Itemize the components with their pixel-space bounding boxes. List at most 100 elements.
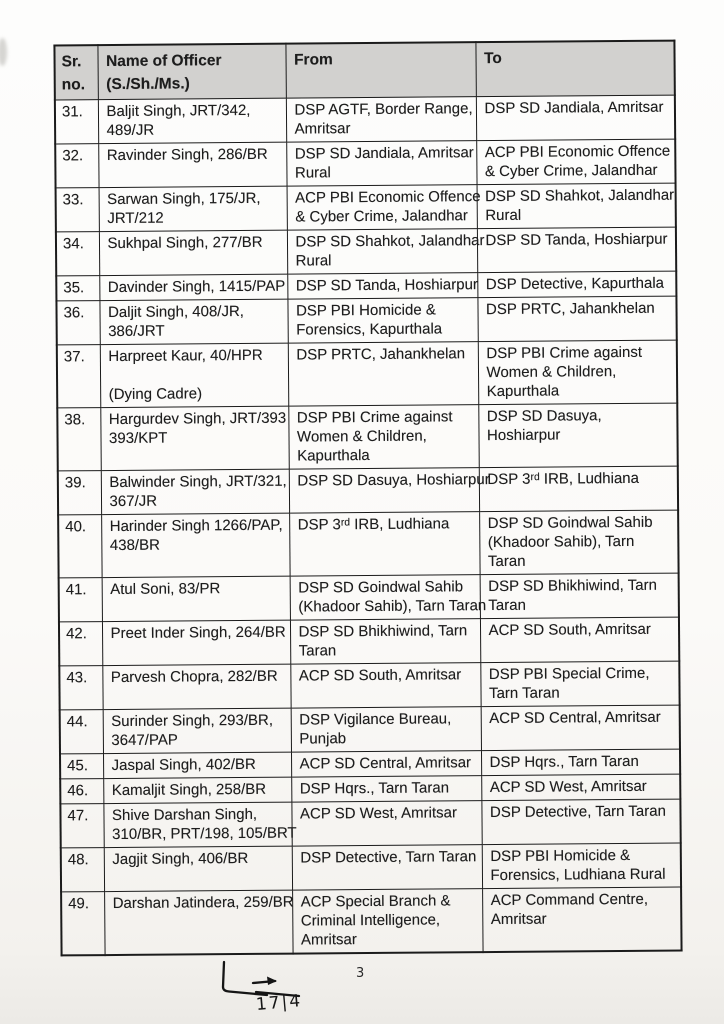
cell-sr: 33. (55, 187, 99, 232)
transfer-table: Sr. no. Name of Officer (S./Sh./Ms.) Fro… (53, 39, 683, 957)
cell-sr: 46. (60, 778, 104, 804)
cell-sr: 35. (56, 275, 100, 301)
table-row: 34. Sukhpal Singh, 277/BR DSP SD Shahkot, … (55, 227, 677, 276)
cell-name: Darshan Jatindera, 259/BR (104, 890, 294, 956)
cell-from: DSP PBI Crime against Women & Children, … (288, 404, 479, 470)
cell-from: DSP AGTF, Border Range, Amritsar (285, 96, 477, 143)
table-row: 44. Surinder Singh, 293/BR, 3647/PAP DSP V… (59, 705, 680, 754)
cell-sr: 45. (60, 753, 104, 779)
table-header-row: Sr. no. Name of Officer (S./Sh./Ms.) Fro… (54, 40, 675, 100)
cell-from: DSP SD Tanda, Hoshiarpur (287, 272, 478, 300)
cell-sr: 48. (60, 847, 105, 892)
cell-sr: 44. (59, 709, 103, 754)
cell-from: DSP Hqrs., Tarn Taran (291, 775, 482, 803)
cell-to: DSP SD Shahkot, Jalandhar Rural (476, 183, 676, 229)
cell-to: DSP PBI Homicide & Forensics, Ludhiana R… (481, 843, 682, 889)
cell-to: DSP Detective, Tarn Taran (481, 799, 681, 845)
cell-sr: 39. (57, 470, 102, 515)
cell-to: ACP PBI Economic Offence & Cyber Crime, … (476, 139, 676, 185)
cell-name: Ravinder Singh, 286/BR (98, 142, 287, 188)
cell-from: DSP SD Shahkot, Jalandhar Rural (286, 228, 485, 275)
cell-to: DSP PRTC, Jahankhelan (477, 296, 677, 342)
page-number: 3 (356, 966, 365, 981)
cell-name: Jagjit Singh, 406/BR (103, 846, 293, 892)
cell-sr: 34. (55, 231, 100, 276)
table-row: 49. Darshan Jatindera, 259/BR ACP Special … (61, 887, 682, 956)
cell-sr: 32. (55, 143, 99, 188)
cell-name: Shive Darshan Singh, 310/BR, PRT/198, 10… (103, 802, 297, 848)
cell-from: DSP SD Jandiala, Amritsar Rural (286, 140, 477, 187)
table-body: 31. Baljit Singh, JRT/342, 489/JR DSP AGTF… (54, 95, 682, 956)
table-row: 36. Daljit Singh, 408/JR, 386/JRT DSP PBI … (56, 296, 677, 345)
col-header-to: To (475, 40, 675, 97)
cell-sr: 40. (58, 514, 102, 578)
officer-transfer-table: Sr. no. Name of Officer (S./Sh./Ms.) Fro… (53, 39, 683, 957)
cell-to: ACP SD West, Amritsar (481, 774, 681, 801)
cell-to: DSP PBI Special Crime, Tarn Taran (480, 661, 680, 707)
cell-sr: 36. (56, 300, 100, 345)
cell-to: DSP SD Tanda, Hoshiarpur (476, 227, 677, 273)
col-header-from: From (285, 42, 476, 99)
cell-name: Harpreet Kaur, 40/HPR (Dying Cadre) (99, 343, 289, 408)
handwritten-annotation: 17|4 (203, 953, 413, 1023)
cell-to: DSP SD Bhikhiwind, Tarn Taran (479, 573, 679, 619)
table-row: 32. Ravinder Singh, 286/BR DSP SD Jandiala… (55, 139, 676, 188)
cell-from: ACP SD West, Amritsar (291, 800, 482, 847)
cell-to: DSP Detective, Kapurthala (477, 271, 677, 298)
table-row: 40. Harinder Singh 1266/PAP, 438/BR DSP 3ʳ… (58, 510, 679, 578)
cell-name: Preet Inder Singh, 264/BR (101, 620, 291, 666)
cell-from: DSP 3ʳᵈ IRB, Ludhiana (289, 511, 480, 577)
cell-sr: 42. (58, 621, 103, 666)
cell-name: Daljit Singh, 408/JR, 386/JRT (99, 299, 288, 345)
table-row: 33. Sarwan Singh, 175/JR, JRT/212 ACP PBI … (55, 183, 676, 232)
table-row: 42. Preet Inder Singh, 264/BR DSP SD Bhikh… (58, 617, 680, 666)
cell-name: Balwinder Singh, JRT/321, 367/JR (100, 469, 290, 515)
table-row: 47. Shive Darshan Singh, 310/BR, PRT/198,… (60, 799, 681, 848)
cell-name: Harinder Singh 1266/PAP, 438/BR (101, 513, 290, 578)
cell-sr: 43. (59, 665, 103, 710)
cell-sr: 41. (58, 577, 102, 622)
cell-from: DSP Vigilance Bureau, Punjab (290, 706, 481, 753)
cell-name: Kamaljit Singh, 258/BR (103, 777, 292, 804)
handwritten-scribble-icon (221, 960, 301, 998)
col-header-sr-no: Sr. no. (54, 45, 98, 100)
cell-name: Sukhpal Singh, 277/BR (98, 230, 288, 276)
cell-name: Baljit Singh, JRT/342, 489/JR (97, 98, 287, 144)
table-row: 39. Balwinder Singh, JRT/321, 367/JR DSP S… (57, 466, 679, 515)
cell-from: DSP PRTC, Jahankhelan (287, 341, 479, 407)
scan-smudge (0, 38, 7, 66)
cell-to: DSP Hqrs., Tarn Taran (480, 749, 681, 776)
cell-to: DSP SD Goindwal Sahib (Khadoor Sahib), T… (479, 510, 679, 575)
table-row: 31. Baljit Singh, JRT/342, 489/JR DSP AGTF… (54, 95, 676, 144)
cell-to: DSP SD Dasuya, Hoshiarpur (478, 403, 678, 468)
cell-from: ACP SD South, Amritsar (290, 662, 481, 709)
cell-name: Davinder Singh, 1415/PAP (99, 274, 288, 301)
cell-to: DSP PBI Crime against Women & Children, … (477, 340, 678, 405)
cell-name: Jaspal Singh, 402/BR (102, 752, 292, 779)
cell-to: DSP 3ʳᵈ IRB, Ludhiana (478, 466, 679, 512)
cell-from: ACP SD Central, Amritsar (290, 750, 482, 778)
cell-name: Hargurdev Singh, JRT/393 393/KPT (100, 406, 289, 471)
cell-to: DSP SD Jandiala, Amritsar (475, 95, 676, 141)
cell-name: Sarwan Singh, 175/JR, JRT/212 (98, 186, 287, 232)
cell-sr: 37. (56, 344, 101, 408)
cell-from: DSP SD Dasuya, Hoshiarpur (288, 467, 490, 514)
cell-from: DSP SD Goindwal Sahib (Khadoor Sahib), T… (289, 574, 486, 621)
col-header-name-of-officer: Name of Officer (S./Sh./Ms.) (97, 43, 286, 100)
cell-to: ACP SD Central, Amritsar (480, 705, 680, 751)
cell-sr: 47. (60, 803, 104, 848)
cell-to: ACP Command Centre, Amritsar (482, 887, 682, 953)
handwritten-note-text: 17|4 (255, 991, 303, 1015)
cell-from: DSP SD Bhikhiwind, Tarn Taran (289, 618, 481, 665)
table-row: 48. Jagjit Singh, 406/BR DSP Detective, Ta… (60, 843, 682, 892)
cell-name: Surinder Singh, 293/BR, 3647/PAP (102, 708, 291, 754)
cell-name: Parvesh Chopra, 282/BR (102, 664, 291, 710)
cell-sr: 31. (54, 99, 99, 144)
cell-from: DSP Detective, Tarn Taran (291, 844, 483, 891)
table-row: 43. Parvesh Chopra, 282/BR ACP SD South, A… (59, 661, 680, 710)
cell-sr: 38. (57, 407, 101, 471)
cell-from: DSP PBI Homicide & Forensics, Kapurthala (287, 297, 478, 344)
table-row: 37. Harpreet Kaur, 40/HPR (Dying Cadre) DS… (56, 340, 678, 408)
table-row: 41. Atul Soni, 83/PR DSP SD Goindwal Sahib… (58, 573, 679, 622)
